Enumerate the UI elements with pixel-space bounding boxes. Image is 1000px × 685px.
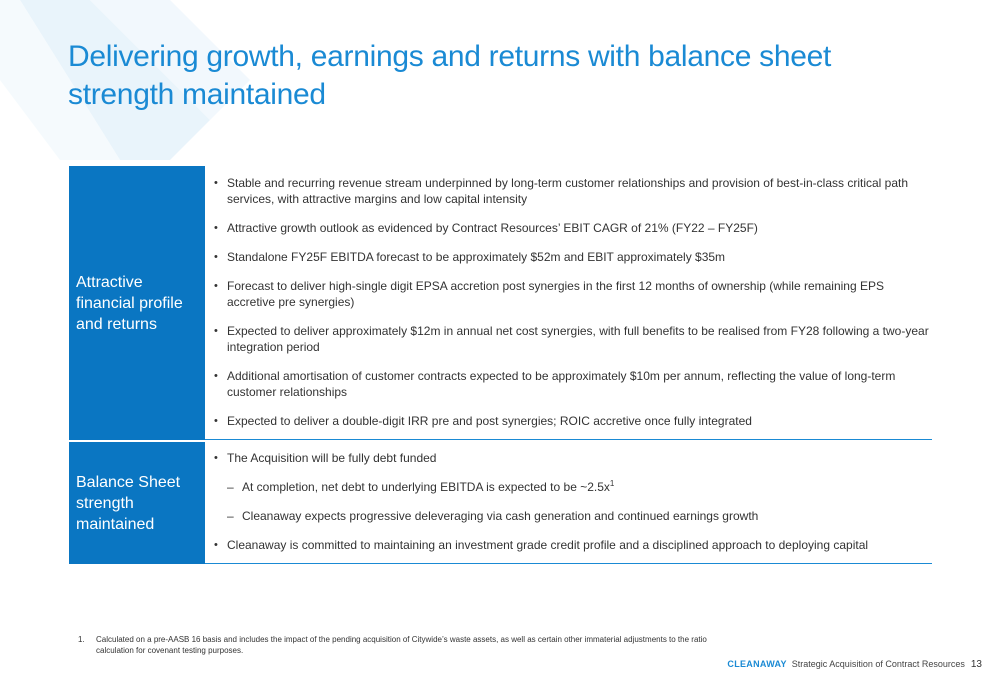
footnote-reference: 1 [609, 479, 615, 488]
section-label-financial-profile: Attractive financial profile and returns [69, 166, 205, 440]
bullet-list: The Acquisition will be fully debt funde… [205, 450, 932, 553]
brand-logo: CLEANAWAY [727, 659, 787, 669]
list-item: Cleanaway is committed to maintaining an… [205, 537, 932, 553]
page-title-line-1: Delivering growth, earnings and returns … [68, 40, 832, 73]
list-item: Additional amortisation of customer cont… [205, 368, 932, 400]
section-body-financial-profile: Stable and recurring revenue stream unde… [205, 166, 932, 440]
footer: CLEANAWAY Strategic Acquisition of Contra… [727, 658, 982, 671]
footnote-number: 1. [78, 635, 85, 644]
section-financial-profile: Attractive financial profile and returns… [69, 166, 932, 440]
section-balance-sheet: Balance Sheet strength maintained The Ac… [69, 442, 932, 564]
list-item: Attractive growth outlook as evidenced b… [205, 220, 932, 236]
list-item: Expected to deliver approximately $12m i… [205, 323, 932, 355]
footer-text: Strategic Acquisition of Contract Resour… [791, 659, 965, 669]
list-item: Standalone FY25F EBITDA forecast to be a… [205, 249, 932, 265]
page-number: 13 [970, 659, 982, 670]
list-item: Forecast to deliver high-single digit EP… [205, 278, 932, 310]
list-sub-item: Cleanaway expects progressive deleveragi… [205, 508, 932, 524]
page-title: Delivering growth, earnings and returns … [68, 38, 928, 114]
bullet-list: Stable and recurring revenue stream unde… [205, 175, 932, 429]
list-item: Expected to deliver a double-digit IRR p… [205, 413, 932, 429]
list-item: Stable and recurring revenue stream unde… [205, 175, 932, 207]
list-sub-item-text: At completion, net debt to underlying EB… [242, 480, 610, 494]
page-title-line-2: strength maintained [68, 78, 326, 111]
footnote-text: Calculated on a pre-AASB 16 basis and in… [96, 635, 707, 655]
section-label-balance-sheet: Balance Sheet strength maintained [69, 442, 205, 564]
list-sub-item: At completion, net debt to underlying EB… [205, 479, 932, 495]
section-body-balance-sheet: The Acquisition will be fully debt funde… [205, 442, 932, 564]
footnote: 1. Calculated on a pre-AASB 16 basis and… [78, 634, 718, 656]
list-item: The Acquisition will be fully debt funde… [205, 450, 932, 466]
